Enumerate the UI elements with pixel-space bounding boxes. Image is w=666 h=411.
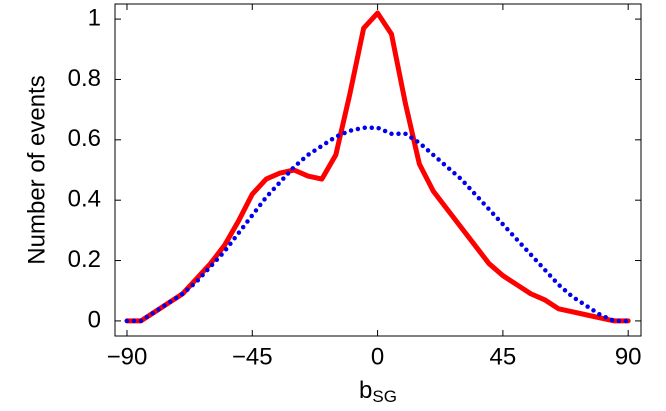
x-tick-label: 90 bbox=[615, 343, 642, 370]
x-axis-label-main: b bbox=[359, 377, 372, 404]
x-tick-label: −90 bbox=[107, 343, 148, 370]
y-tick-label: 1 bbox=[88, 4, 101, 31]
y-tick-label: 0.2 bbox=[68, 246, 101, 273]
x-tick-label: 0 bbox=[371, 343, 384, 370]
x-axis-label: bSG bbox=[359, 377, 397, 406]
y-tick-label: 0.4 bbox=[68, 186, 101, 213]
y-tick-label: 0.6 bbox=[68, 125, 101, 152]
y-axis-label: Number of events bbox=[23, 75, 50, 264]
x-axis-label-sub: SG bbox=[372, 387, 397, 406]
series-line bbox=[124, 125, 631, 324]
y-tick-label: 0.8 bbox=[68, 65, 101, 92]
x-tick-label: −45 bbox=[232, 343, 273, 370]
x-tick-label: 45 bbox=[490, 343, 517, 370]
y-tick-label: 0 bbox=[88, 306, 101, 333]
